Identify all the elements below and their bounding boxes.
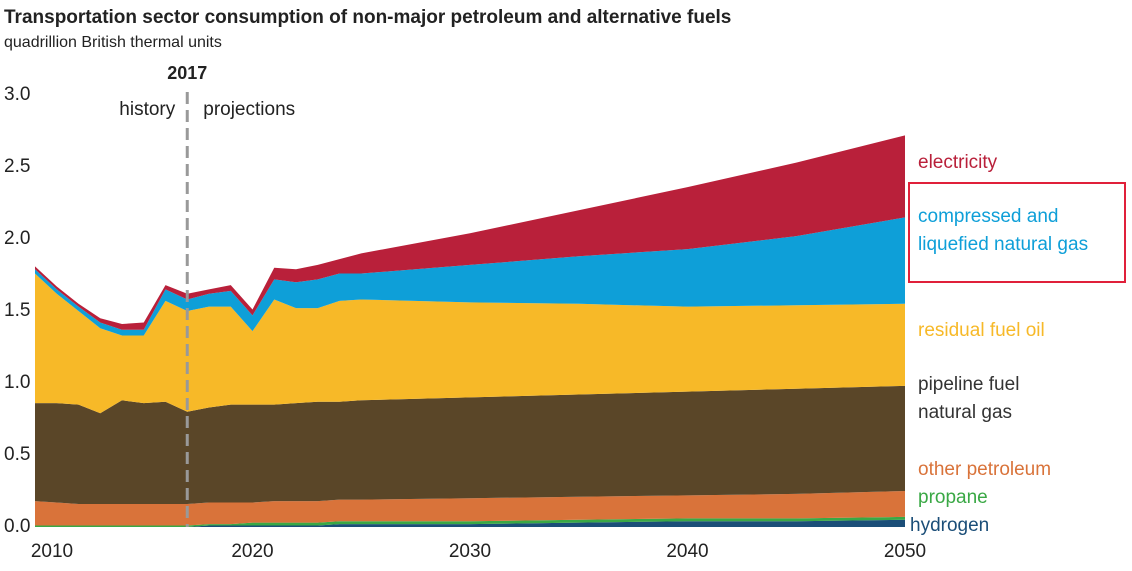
series-label: other petroleum xyxy=(918,459,1052,480)
highlight-box xyxy=(908,182,1126,283)
series-label: propane xyxy=(918,487,988,508)
area xyxy=(35,491,905,526)
y-tick-label: 1.0 xyxy=(4,372,30,393)
y-tick-label: 3.0 xyxy=(4,84,30,105)
area xyxy=(35,519,905,527)
x-tick-label: 2030 xyxy=(449,541,491,562)
series-label: pipeline fuel natural gas xyxy=(918,374,1020,423)
series-label: compressed and liquefied natural gas xyxy=(918,206,1089,255)
y-tick-label: 2.0 xyxy=(4,228,30,249)
divider-year: 2017 xyxy=(167,63,207,83)
chart-title: Transportation sector consumption of non… xyxy=(4,7,731,28)
area xyxy=(35,385,905,504)
x-tick-label: 2040 xyxy=(666,541,708,562)
series-label: hydrogen xyxy=(910,515,990,536)
series-label: residual fuel oil xyxy=(918,320,1045,341)
y-tick-label: 0.5 xyxy=(4,444,30,465)
area xyxy=(35,217,905,336)
divider-left: history xyxy=(119,99,175,120)
chart-subtitle: quadrillion British thermal units xyxy=(4,34,222,51)
y-tick-label: 0.0 xyxy=(4,516,30,537)
x-tick-label: 2020 xyxy=(231,541,273,562)
area xyxy=(35,135,905,330)
area xyxy=(35,516,905,527)
series-label: electricity xyxy=(918,152,998,173)
x-tick-label: 2050 xyxy=(884,541,926,562)
area xyxy=(35,273,905,414)
divider-right: projections xyxy=(203,99,295,120)
x-tick-label: 2010 xyxy=(31,541,73,562)
y-tick-label: 1.5 xyxy=(4,300,30,321)
y-tick-label: 2.5 xyxy=(4,156,30,177)
